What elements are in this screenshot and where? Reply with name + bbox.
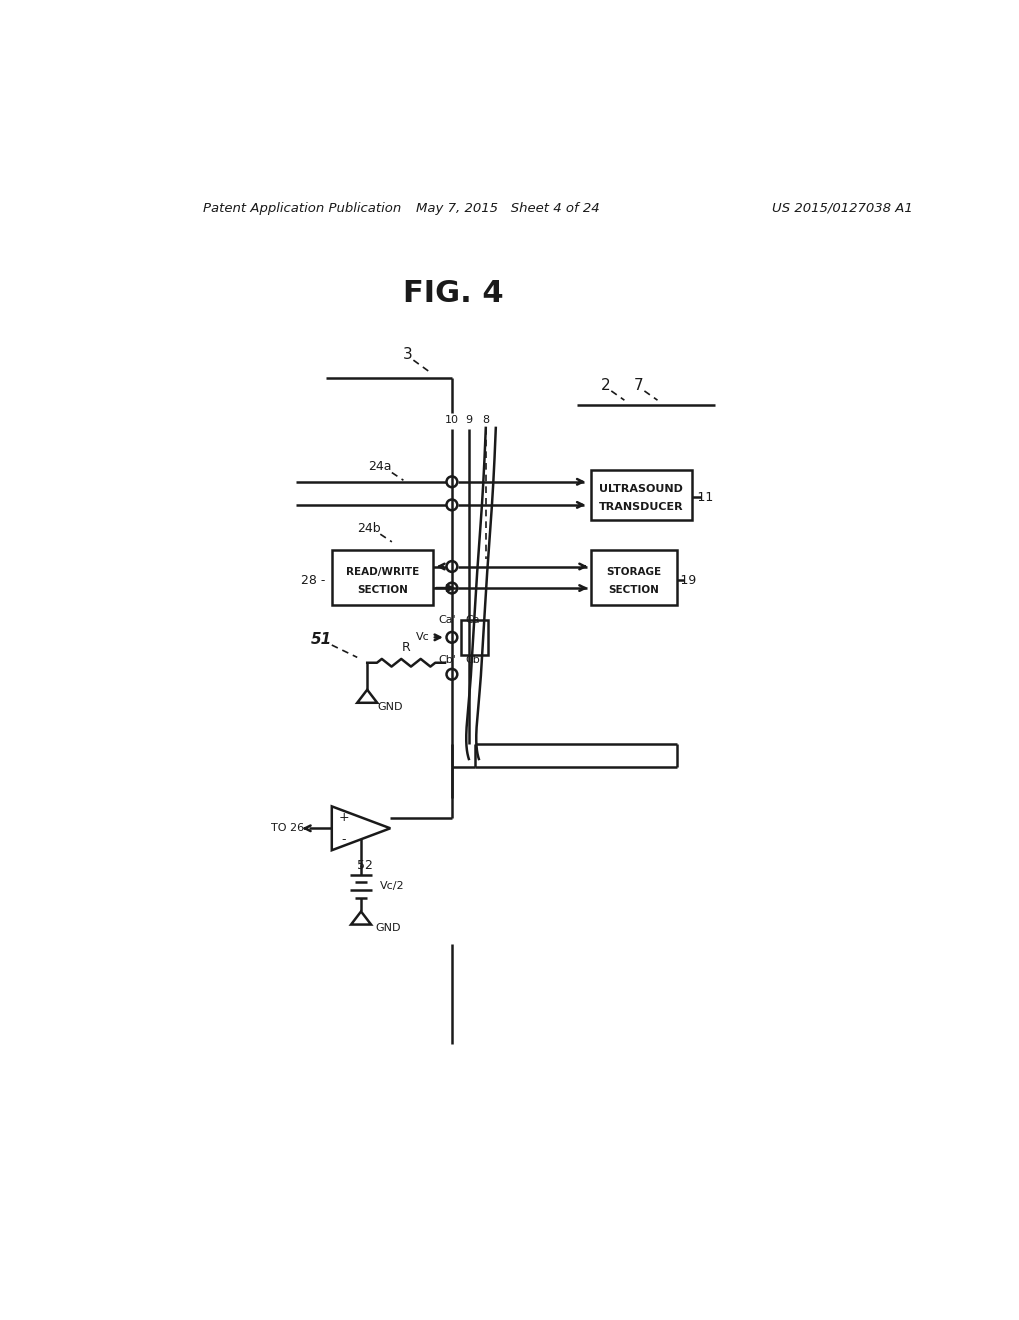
Text: TO 26: TO 26 <box>271 824 304 833</box>
Text: 8: 8 <box>482 416 489 425</box>
Text: US 2015/0127038 A1: US 2015/0127038 A1 <box>771 202 912 215</box>
Text: -: - <box>341 833 346 846</box>
Text: 10: 10 <box>444 416 459 425</box>
Text: 3: 3 <box>401 347 412 362</box>
Text: FIG. 4: FIG. 4 <box>403 279 503 308</box>
Text: 51: 51 <box>310 632 331 647</box>
Text: READ/WRITE: READ/WRITE <box>345 566 419 577</box>
Bar <box>590 470 692 520</box>
Text: Ca': Ca' <box>438 615 455 626</box>
Text: 9: 9 <box>465 416 472 425</box>
Text: +: + <box>338 810 350 824</box>
Text: Vc: Vc <box>416 632 429 643</box>
Text: GND: GND <box>377 702 403 711</box>
Bar <box>461 620 488 655</box>
Text: 2: 2 <box>600 378 610 393</box>
Text: Cb: Cb <box>465 656 480 665</box>
Text: 7: 7 <box>633 378 642 393</box>
Text: Patent Application Publication: Patent Application Publication <box>203 202 401 215</box>
Text: SECTION: SECTION <box>607 585 658 594</box>
Text: 52: 52 <box>357 859 373 871</box>
Text: 28 -: 28 - <box>301 574 325 587</box>
Text: SECTION: SECTION <box>357 585 408 594</box>
Text: 24b: 24b <box>357 521 380 535</box>
Bar <box>590 549 676 605</box>
Text: GND: GND <box>375 924 400 933</box>
Text: -19: -19 <box>676 574 696 587</box>
Text: TRANSDUCER: TRANSDUCER <box>598 502 683 512</box>
Text: ULTRASOUND: ULTRASOUND <box>599 484 683 495</box>
Text: Cb': Cb' <box>438 656 455 665</box>
Bar <box>331 549 433 605</box>
Text: May 7, 2015   Sheet 4 of 24: May 7, 2015 Sheet 4 of 24 <box>415 202 598 215</box>
Text: 24a: 24a <box>368 459 391 473</box>
Text: Vc/2: Vc/2 <box>379 880 404 891</box>
Text: STORAGE: STORAGE <box>605 566 660 577</box>
Text: Ca: Ca <box>465 615 480 626</box>
Text: -11: -11 <box>693 491 713 504</box>
Text: R: R <box>400 640 410 653</box>
